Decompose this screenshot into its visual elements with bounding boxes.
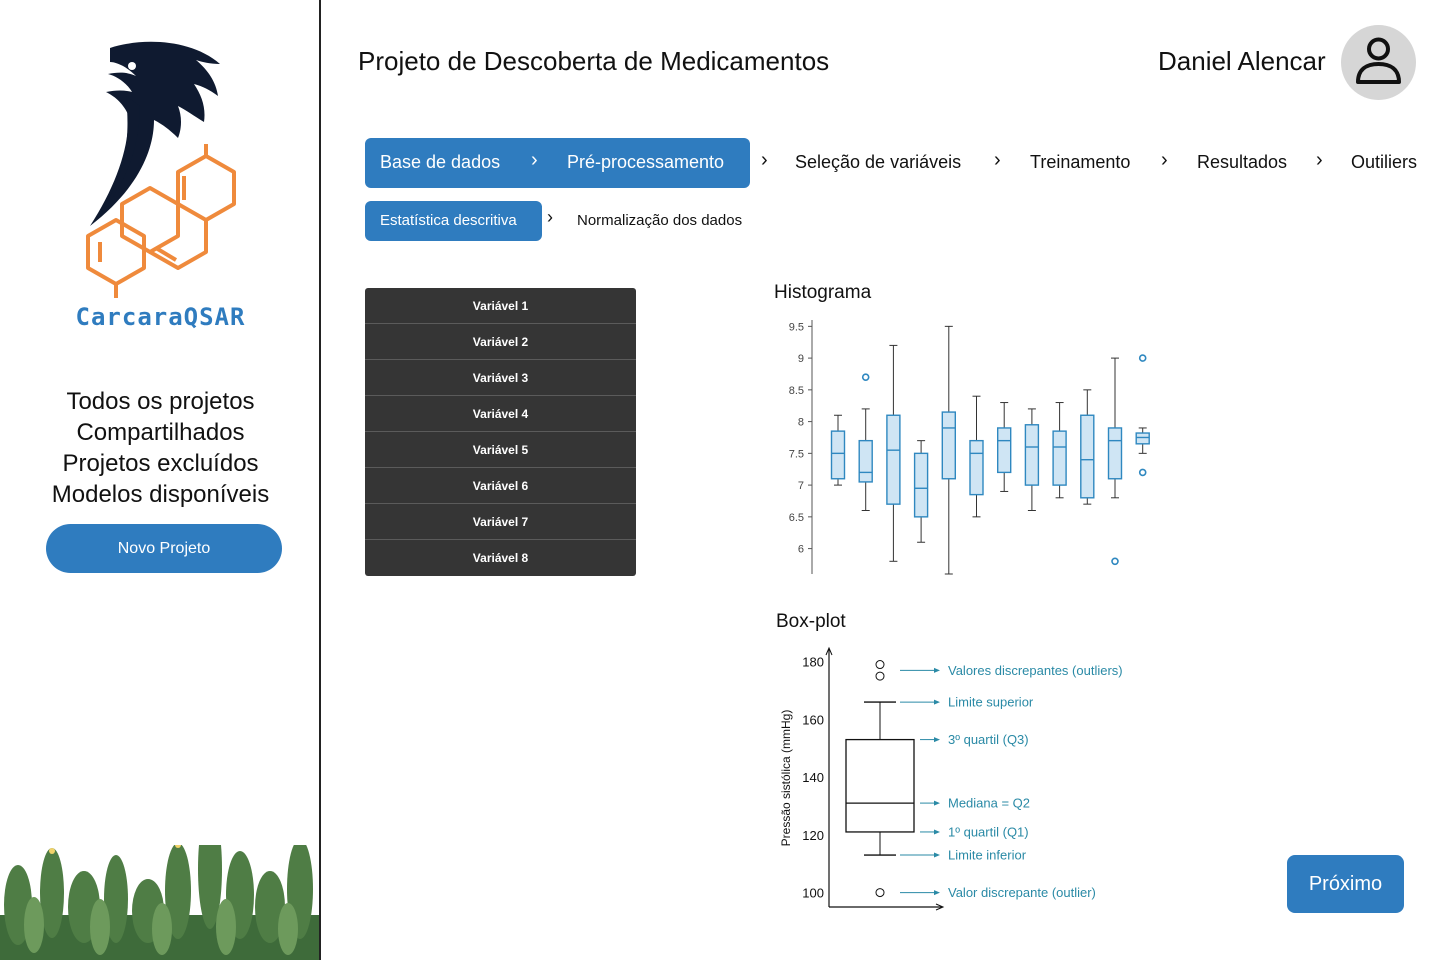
outlier-point [1138, 354, 1147, 362]
sidebar-item-shared[interactable]: Compartilhados [76, 419, 245, 446]
chevron-right-icon: › [531, 149, 538, 171]
annotation-label: Limite superior [948, 695, 1034, 710]
y-tick-label: 6.5 [789, 512, 804, 524]
outlier-point [861, 373, 870, 381]
y-tick-label: 120 [802, 828, 824, 843]
y-tick-label: 8 [798, 417, 804, 429]
box [969, 439, 984, 496]
sidebar-item-all-projects[interactable]: Todos os projetos [66, 388, 255, 415]
histogram-title: Histograma [774, 282, 872, 303]
sidebar-nav: Todos os projetos Compartilhados Projeto… [0, 386, 319, 510]
step-results[interactable]: Resultados [1197, 152, 1288, 172]
carcara-bird-molecule-icon [86, 41, 236, 298]
y-tick-label: 100 [802, 886, 824, 901]
box [886, 414, 901, 505]
list-item[interactable]: Variável 7 [365, 504, 636, 540]
user-icon [1356, 37, 1401, 84]
y-tick-label: 7.5 [789, 448, 804, 460]
boxplot-title: Box-plot [776, 611, 846, 632]
annotation-arrowhead [934, 852, 940, 858]
chevron-right-icon: › [547, 207, 553, 227]
list-item[interactable]: Variável 1 [365, 288, 636, 324]
active-steps-highlight [365, 138, 750, 188]
outlier-point [875, 671, 885, 681]
boxplot-chart: 180 160 140 120 100 Pressão sistólica (mmHg) V… [779, 646, 1123, 911]
histogram-chart: 9.5 9 8.5 8 7.5 7 6.5 6 [789, 320, 1150, 575]
x-axis-arrow [935, 903, 945, 911]
y-tick-label: 7 [798, 480, 804, 492]
annotation-arrowhead [934, 890, 940, 896]
list-item[interactable]: Variável 8 [472, 551, 529, 565]
box [845, 738, 915, 833]
box [996, 427, 1012, 474]
list-item[interactable]: Variável 4 [365, 396, 636, 432]
y-tick-label: 180 [802, 655, 824, 670]
step-training[interactable]: Treinamento [1030, 152, 1131, 172]
annotation-label: Limite inferior [948, 848, 1027, 863]
box [941, 411, 957, 480]
annotation-label: 1º quartil (Q1) [948, 824, 1029, 839]
step-variable-selection[interactable]: Seleção de variáveis [795, 152, 962, 172]
sidebar-item-available-models[interactable]: Modelos disponíveis [51, 481, 270, 508]
outlier-point [1138, 468, 1147, 477]
box [1107, 427, 1123, 480]
annotation-label: Valores discrepantes (outliers) [948, 663, 1123, 678]
annotation-label: Valor discrepante (outlier) [948, 885, 1096, 900]
step-database[interactable]: Base de dados [380, 152, 501, 172]
annotation-arrowhead [934, 699, 940, 705]
brand-name: CarcaraQSAR [75, 303, 246, 331]
outlier-point [875, 888, 885, 898]
box [1080, 414, 1095, 499]
y-tick-label: 160 [802, 712, 824, 727]
list-item[interactable]: Variável 6 [365, 468, 636, 504]
chevron-right-icon: › [1161, 149, 1168, 171]
annotation-arrowhead [934, 737, 940, 743]
y-axis-label: Pressão sistólica (mmHg) [779, 710, 793, 847]
sidebar-item-deleted-projects[interactable]: Projetos excluídos [62, 450, 259, 477]
box [830, 430, 846, 480]
sidebar: CarcaraQSAR Todos os projetos Compartilh… [0, 0, 321, 960]
annotation-arrowhead [934, 829, 940, 835]
list-item[interactable]: Variável 2 [365, 324, 636, 360]
y-tick-label: 9 [798, 353, 804, 365]
new-project-button[interactable]: Novo Projeto [46, 524, 282, 573]
next-button[interactable]: Próximo [1287, 855, 1404, 913]
y-tick-label: 6 [798, 544, 804, 556]
page-title: Projeto de Descoberta de Medicamentos [358, 46, 830, 76]
sub-step-normalization[interactable]: Normalização dos dados [577, 212, 743, 229]
y-axis-arrow [825, 646, 833, 656]
sub-step-descriptive-statistics[interactable]: Estatística descritiva [380, 212, 517, 229]
box [1024, 424, 1040, 486]
step-outliers[interactable]: Outiliers [1351, 152, 1418, 172]
y-tick-label: 140 [802, 770, 824, 785]
box [913, 452, 929, 518]
cactus-decoration-icon [0, 845, 319, 960]
outlier-point [1111, 557, 1119, 566]
box [1135, 432, 1150, 445]
step-preprocessing[interactable]: Pré-processamento [567, 152, 725, 172]
carcara-logo [70, 36, 260, 336]
outlier-point [875, 660, 885, 670]
y-tick-label: 9.5 [789, 321, 804, 333]
annotation-arrowhead [934, 800, 940, 806]
chevron-right-icon: › [994, 149, 1001, 171]
user-name: Daniel Alencar [1158, 46, 1326, 76]
annotation-label: 3º quartil (Q3) [948, 732, 1029, 747]
annotation-arrowhead [934, 667, 940, 673]
y-tick-label: 8.5 [789, 385, 804, 397]
box [1052, 430, 1067, 486]
list-item[interactable]: Variável 3 [365, 360, 636, 396]
chevron-right-icon: › [1316, 149, 1323, 171]
box [858, 439, 873, 483]
chevron-right-icon: › [761, 149, 768, 171]
sub-step-active-highlight[interactable] [365, 201, 542, 241]
annotation-label: Mediana = Q2 [948, 796, 1030, 811]
avatar[interactable] [1341, 25, 1416, 100]
variable-list: Variável 1 Variável 2 Variável 3 Variáve… [365, 288, 636, 576]
list-item[interactable]: Variável 5 [365, 432, 636, 468]
